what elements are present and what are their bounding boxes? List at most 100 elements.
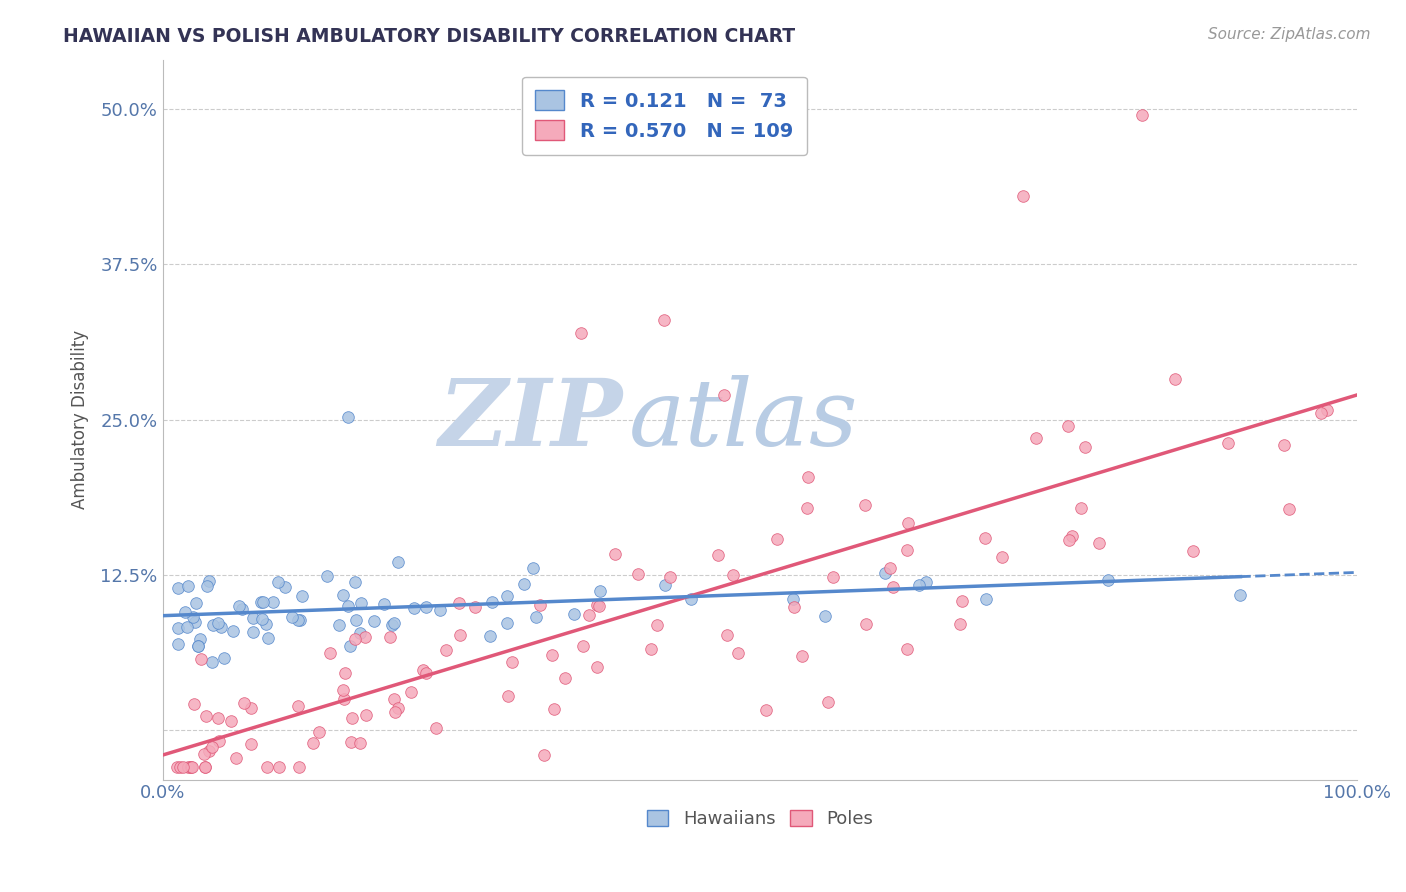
Point: [449, 628, 471, 642]
Point: [404, 601, 426, 615]
Point: [308, 725, 330, 739]
Point: [267, 575, 290, 590]
Point: [755, 703, 778, 717]
Point: [915, 574, 938, 589]
Text: HAWAIIAN VS POLISH AMBULATORY DISABILITY CORRELATION CHART: HAWAIIAN VS POLISH AMBULATORY DISABILITY…: [63, 27, 796, 45]
Point: [716, 628, 738, 642]
Point: [166, 581, 188, 595]
Point: [242, 625, 264, 640]
Point: [562, 607, 585, 622]
Point: [194, 760, 217, 774]
Point: [766, 532, 789, 546]
Point: [269, 760, 291, 774]
Point: [572, 639, 595, 653]
Point: [782, 600, 804, 615]
Point: [1025, 431, 1047, 445]
Point: [425, 721, 447, 735]
Point: [681, 591, 703, 606]
Point: [287, 613, 309, 627]
Point: [343, 632, 366, 647]
Point: [727, 646, 749, 660]
Point: [952, 594, 974, 608]
Point: [654, 578, 676, 592]
Point: [797, 469, 820, 483]
Point: [792, 648, 814, 663]
Point: [166, 760, 188, 774]
Point: [180, 760, 202, 774]
Point: [434, 642, 457, 657]
Point: [627, 567, 650, 582]
Point: [349, 735, 371, 749]
Point: [198, 744, 221, 758]
Point: [589, 583, 612, 598]
Point: [823, 570, 845, 584]
Point: [231, 601, 253, 615]
Point: [879, 561, 901, 575]
Point: [412, 663, 434, 677]
Point: [332, 588, 354, 602]
Point: [232, 697, 254, 711]
Point: [240, 737, 263, 751]
Point: [501, 655, 523, 669]
Point: [974, 591, 997, 606]
Point: [524, 609, 547, 624]
Point: [1316, 402, 1339, 417]
Point: [569, 326, 592, 340]
Point: [288, 613, 311, 627]
Point: [495, 589, 517, 603]
Point: [647, 618, 669, 632]
Point: [1130, 108, 1153, 122]
Point: [721, 567, 744, 582]
Point: [896, 543, 918, 558]
Point: [543, 702, 565, 716]
Point: [586, 660, 609, 674]
Point: [554, 671, 576, 685]
Point: [336, 410, 359, 425]
Text: Source: ZipAtlas.com: Source: ZipAtlas.com: [1208, 27, 1371, 42]
Point: [387, 555, 409, 569]
Point: [706, 548, 728, 562]
Point: [1181, 544, 1204, 558]
Point: [387, 701, 409, 715]
Point: [179, 760, 201, 774]
Point: [344, 574, 367, 589]
Point: [274, 580, 297, 594]
Point: [291, 589, 314, 603]
Point: [319, 646, 342, 660]
Point: [354, 630, 377, 644]
Point: [1060, 529, 1083, 543]
Point: [1074, 440, 1097, 454]
Legend: Hawaiians, Poles: Hawaiians, Poles: [640, 803, 880, 836]
Point: [180, 760, 202, 774]
Point: [187, 639, 209, 653]
Point: [495, 615, 517, 630]
Point: [464, 599, 486, 614]
Point: [1309, 406, 1331, 420]
Point: [337, 599, 360, 613]
Point: [399, 684, 422, 698]
Point: [207, 711, 229, 725]
Point: [176, 619, 198, 633]
Point: [652, 313, 675, 327]
Point: [1216, 435, 1239, 450]
Point: [1070, 501, 1092, 516]
Point: [991, 550, 1014, 565]
Point: [183, 697, 205, 711]
Point: [195, 579, 218, 593]
Point: [250, 595, 273, 609]
Point: [198, 574, 221, 588]
Point: [415, 666, 437, 681]
Point: [207, 616, 229, 631]
Point: [513, 577, 536, 591]
Point: [172, 760, 194, 774]
Point: [1011, 189, 1033, 203]
Point: [896, 642, 918, 657]
Point: [541, 648, 564, 662]
Point: [193, 747, 215, 761]
Point: [380, 630, 402, 644]
Point: [181, 610, 204, 624]
Point: [177, 760, 200, 774]
Point: [340, 734, 363, 748]
Point: [713, 388, 735, 402]
Point: [254, 616, 277, 631]
